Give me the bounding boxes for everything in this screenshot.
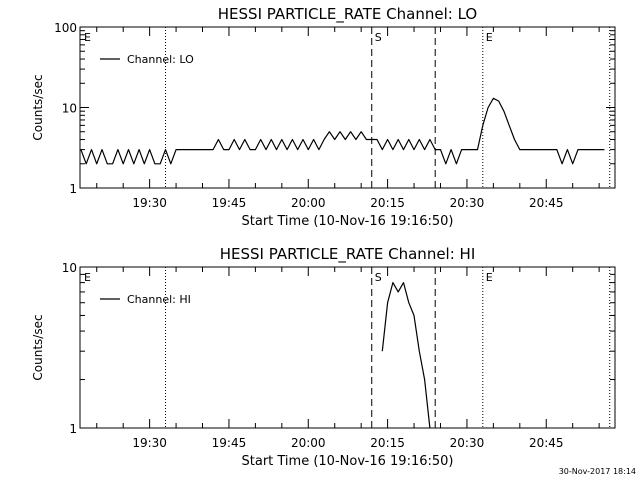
y-tick-label: 10 [62,102,77,116]
y-tick-label: 1 [69,182,77,196]
x-tick-label: 19:30 [132,196,167,210]
y-axis-label: Counts/sec [31,314,45,380]
x-tick-label: 20:30 [450,436,485,450]
x-axis-label: Start Time (10-Nov-16 19:16:50) [242,454,454,469]
panel-lo: HESSI PARTICLE_RATE Channel: LO Counts/se… [31,5,616,229]
x-tick-label: 20:00 [291,436,326,450]
x-tick-label: 19:45 [212,196,247,210]
x-tick-label: 19:45 [212,436,247,450]
x-tick-label: 19:30 [132,436,167,450]
y-axis-label: Counts/sec [31,74,45,140]
x-tick-label: 20:45 [529,436,564,450]
x-axis-label: Start Time (10-Nov-16 19:16:50) [242,214,454,229]
x-tick-label: 20:45 [529,196,564,210]
chart-title: HESSI PARTICLE_RATE Channel: LO [218,5,477,24]
marker-label: S [375,31,382,44]
panel-hi: HESSI PARTICLE_RATE Channel: HI Counts/se… [31,245,616,469]
marker-label: E [486,271,493,284]
series-line [80,97,605,165]
marker-label: E [486,31,493,44]
legend-label: Channel: LO [127,53,194,66]
chart-title: HESSI PARTICLE_RATE Channel: HI [220,245,476,264]
x-tick-label: 20:00 [291,196,326,210]
marker-label: E [84,31,91,44]
marker-label: E [84,271,91,284]
plot-frame [79,266,616,429]
x-tick-label: 20:15 [370,196,405,210]
y-tick-label: 10 [62,261,77,275]
legend-label: Channel: HI [127,293,191,306]
y-tick-label: 1 [69,422,77,436]
y-tick-label: 100 [54,21,77,35]
x-tick-label: 20:30 [450,196,485,210]
series-line [381,282,431,429]
x-tick-label: 20:15 [370,436,405,450]
marker-label: S [375,271,382,284]
footer-timestamp: 30-Nov-2017 18:14 [559,467,636,476]
